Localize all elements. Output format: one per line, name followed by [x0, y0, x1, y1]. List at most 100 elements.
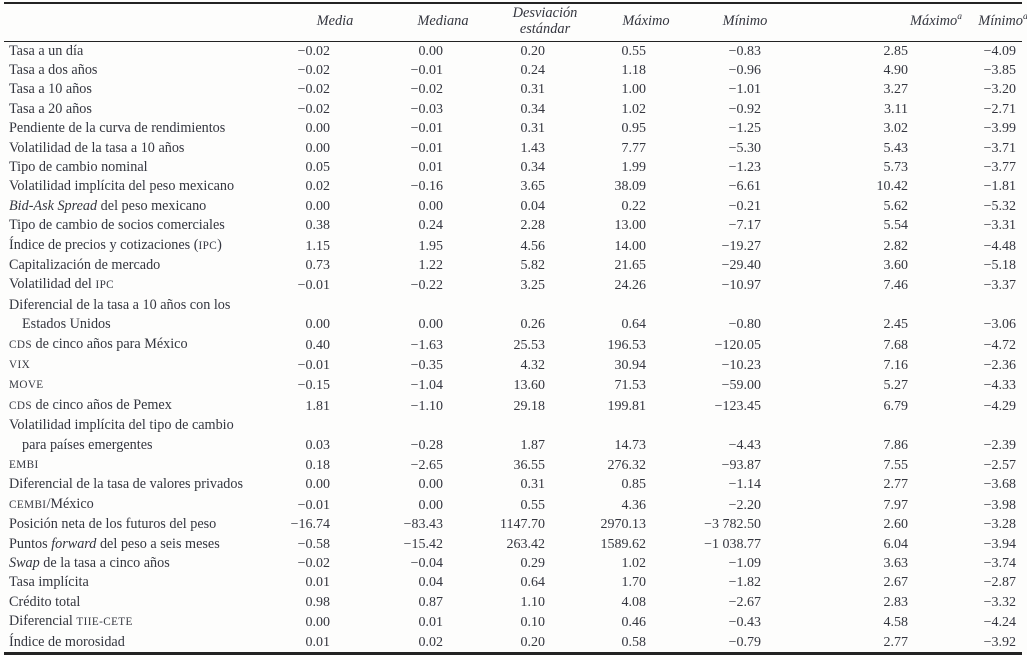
cell-value: −3.20 — [983, 82, 1016, 98]
row-label: Volatilidad del IPC — [9, 276, 115, 293]
cell-value: 0.40 — [305, 337, 331, 353]
cell-value: 4.32 — [520, 358, 546, 373]
cell-value: −2.39 — [983, 437, 1016, 453]
cell-value: −1.14 — [728, 477, 761, 493]
cell-value: 0.31 — [520, 82, 546, 98]
cell-value: 0.00 — [305, 477, 331, 493]
cell-value: 0.04 — [520, 198, 546, 214]
cell-value: −1.10 — [410, 398, 443, 414]
cell-value: −120.05 — [714, 337, 761, 353]
cell-value: −3.06 — [983, 317, 1016, 333]
row-label: Diferencial de la tasa a 10 años con los… — [4, 296, 288, 335]
cell-value: −2.67 — [728, 594, 761, 610]
cell-value: 0.22 — [621, 198, 647, 214]
cell-value: 2.67 — [883, 575, 909, 591]
cell-value: 0.58 — [621, 634, 647, 650]
cell-value: −0.01 — [410, 140, 443, 156]
cell-value: −29.40 — [721, 257, 761, 273]
cell-value: 3.25 — [520, 278, 546, 294]
cell-value: −83.43 — [403, 517, 443, 533]
cell-value: 1.10 — [520, 594, 546, 610]
row-label: Capitalización de mercado — [9, 256, 161, 273]
cell-value: 2970.13 — [600, 517, 647, 533]
cell-value: −3 782.50 — [704, 517, 761, 533]
cell-value: −1 038.77 — [704, 536, 761, 552]
cell-value: −15.42 — [403, 536, 443, 552]
cell-value: 2.77 — [883, 634, 909, 650]
cell-value: −0.02 — [297, 62, 330, 78]
cell-value: −0.21 — [728, 198, 761, 214]
table-row: Tasa a un día −0.02 0.00 0.20 0.55 −0.83 2.85 −… — [4, 41, 1022, 61]
cell-value: −0.92 — [728, 101, 761, 117]
cell-value: −0.58 — [297, 536, 330, 552]
cell-value: −6.61 — [728, 179, 761, 195]
cell-value: −93.87 — [721, 458, 761, 474]
cell-value: 0.00 — [418, 43, 444, 59]
cell-value: 1.15 — [305, 238, 331, 254]
row-label: CEMBI/México — [9, 495, 94, 512]
cell-value: −3.94 — [983, 536, 1016, 552]
cell-value: −7.17 — [728, 218, 761, 234]
cell-value: −3.28 — [983, 517, 1016, 533]
cell-value: 2.82 — [883, 238, 909, 254]
cell-value: 24.26 — [614, 278, 647, 294]
cell-value: 25.53 — [513, 337, 546, 353]
cell-value: −0.96 — [728, 62, 761, 78]
cell-value: 0.18 — [305, 458, 331, 474]
cell-value: 2.83 — [883, 594, 909, 610]
row-label: Tipo de cambio nominal — [9, 158, 148, 175]
row-label: EMBI — [9, 459, 39, 472]
cell-value: −0.03 — [410, 101, 443, 117]
summary-statistics-table: Media Mediana Desviación estándar Máximo Mín… — [4, 2, 1027, 655]
table-row: Bid-Ask Spread del peso mexicano 0.00 0.00… — [4, 197, 1022, 216]
cell-value: 196.53 — [607, 337, 647, 353]
cell-value: 0.00 — [305, 198, 331, 214]
cell-value: −0.02 — [297, 43, 330, 59]
cell-value: 0.64 — [621, 317, 647, 333]
cell-value: 3.27 — [883, 82, 909, 98]
cell-value: −19.27 — [721, 238, 761, 254]
cell-value: −59.00 — [721, 378, 761, 394]
cell-value: 0.01 — [305, 575, 331, 591]
row-label: Volatilidad implícita del tipo de cambio… — [4, 416, 288, 455]
cell-value: 0.04 — [418, 575, 444, 591]
footnote-marker: a — [957, 12, 962, 23]
cell-value: −1.63 — [410, 337, 443, 353]
table-row: Diferencial TIIE-CETE 0.00 0.01 0.10 0.46 −0.… — [4, 612, 1022, 632]
cell-value: 0.00 — [305, 317, 331, 333]
column-header: Mediana — [417, 13, 469, 30]
cell-value: 7.97 — [883, 497, 909, 513]
cell-value: 7.68 — [883, 337, 909, 353]
cell-value: 199.81 — [607, 398, 647, 414]
cell-value: 0.31 — [520, 121, 546, 137]
cell-value: −4.72 — [983, 337, 1016, 353]
table-row: CDS de cinco años para México 0.40 −1.63 25… — [4, 335, 1022, 355]
row-label-column-header — [4, 3, 288, 41]
cell-value: −1.25 — [728, 121, 761, 137]
column-header: Máximoa — [910, 12, 962, 30]
cell-value: 1.87 — [520, 437, 546, 453]
row-label: Volatilidad de la tasa a 10 años — [9, 139, 185, 156]
column-header: Máximo — [622, 13, 670, 30]
cell-value: −4.24 — [983, 615, 1016, 631]
cell-value: −1.23 — [728, 159, 761, 175]
row-label: Tasa implícita — [9, 574, 89, 591]
table-row: Volatilidad del IPC −0.01 −0.22 3.25 24.26 −1… — [4, 275, 1022, 295]
cell-value: −1.04 — [410, 378, 443, 394]
cell-value: 6.79 — [883, 398, 909, 414]
cell-value: −4.33 — [983, 378, 1016, 394]
table-row: Diferencial de la tasa de valores privad… — [4, 475, 1022, 494]
cell-value: 1.70 — [621, 575, 647, 591]
cell-value: 1.18 — [621, 62, 647, 78]
cell-value: 0.26 — [520, 317, 546, 333]
cell-value: −0.02 — [297, 82, 330, 98]
table-row: Tasa a dos años −0.02 −0.01 0.24 1.18 −0.96 4.… — [4, 61, 1022, 80]
table-row: Capitalización de mercado 0.73 1.22 5.82 21.… — [4, 256, 1022, 275]
cell-value: −4.29 — [983, 398, 1016, 414]
table-row: Volatilidad implícita del peso mexicano 0… — [4, 177, 1022, 196]
table-row: Volatilidad de la tasa a 10 años 0.00 −0.0… — [4, 139, 1022, 158]
cell-value: 2.60 — [883, 517, 909, 533]
cell-value: 0.46 — [621, 615, 647, 631]
cell-value: 0.64 — [520, 575, 546, 591]
